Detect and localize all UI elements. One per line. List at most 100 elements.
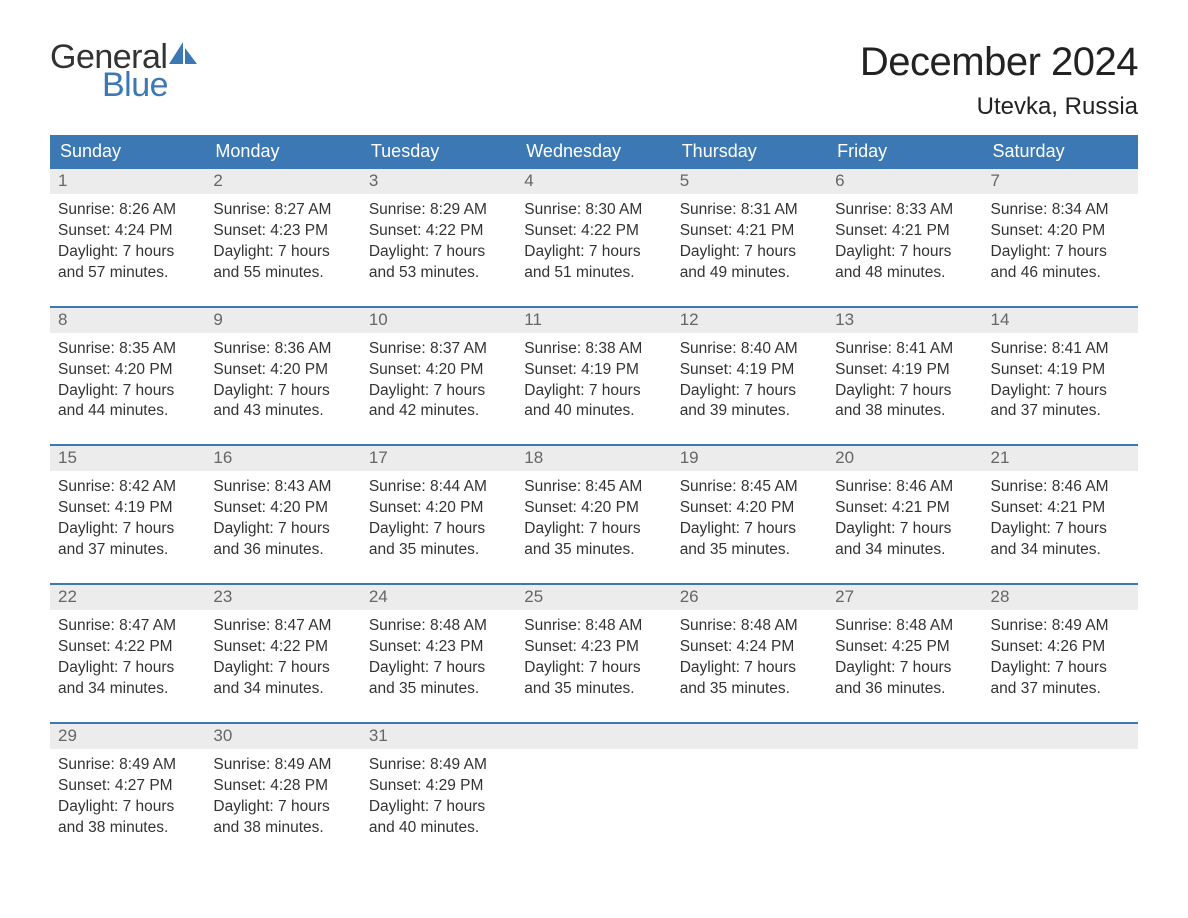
week-row: 22Sunrise: 8:47 AMSunset: 4:22 PMDayligh… [50, 583, 1138, 708]
daylight-line: Daylight: 7 hours and 49 minutes. [680, 242, 819, 284]
sunrise-line: Sunrise: 8:42 AM [58, 477, 197, 498]
daylight-line: Daylight: 7 hours and 40 minutes. [524, 381, 663, 423]
daylight-line: Daylight: 7 hours and 57 minutes. [58, 242, 197, 284]
daylight-line: Daylight: 7 hours and 55 minutes. [213, 242, 352, 284]
sunset-line: Sunset: 4:20 PM [369, 498, 508, 519]
sunrise-line: Sunrise: 8:27 AM [213, 200, 352, 221]
day-number: 22 [50, 585, 205, 610]
day-cell: 18Sunrise: 8:45 AMSunset: 4:20 PMDayligh… [516, 446, 671, 569]
sunrise-line: Sunrise: 8:47 AM [213, 616, 352, 637]
sunrise-line: Sunrise: 8:46 AM [835, 477, 974, 498]
sunset-line: Sunset: 4:20 PM [369, 360, 508, 381]
sunset-line: Sunset: 4:24 PM [58, 221, 197, 242]
page-title: December 2024 [860, 40, 1138, 85]
day-cell: 2Sunrise: 8:27 AMSunset: 4:23 PMDaylight… [205, 169, 360, 292]
day-number: 20 [827, 446, 982, 471]
day-cell: 11Sunrise: 8:38 AMSunset: 4:19 PMDayligh… [516, 308, 671, 431]
day-body: Sunrise: 8:49 AMSunset: 4:29 PMDaylight:… [361, 749, 516, 847]
day-cell: 3Sunrise: 8:29 AMSunset: 4:22 PMDaylight… [361, 169, 516, 292]
daylight-line: Daylight: 7 hours and 35 minutes. [524, 658, 663, 700]
daylight-line: Daylight: 7 hours and 43 minutes. [213, 381, 352, 423]
sunset-line: Sunset: 4:19 PM [991, 360, 1130, 381]
day-body: Sunrise: 8:35 AMSunset: 4:20 PMDaylight:… [50, 333, 205, 431]
day-body: Sunrise: 8:47 AMSunset: 4:22 PMDaylight:… [50, 610, 205, 708]
sunset-line: Sunset: 4:22 PM [58, 637, 197, 658]
day-cell: 16Sunrise: 8:43 AMSunset: 4:20 PMDayligh… [205, 446, 360, 569]
day-body: Sunrise: 8:49 AMSunset: 4:26 PMDaylight:… [983, 610, 1138, 708]
day-cell: 24Sunrise: 8:48 AMSunset: 4:23 PMDayligh… [361, 585, 516, 708]
day-number: 18 [516, 446, 671, 471]
day-number: 29 [50, 724, 205, 749]
daylight-line: Daylight: 7 hours and 35 minutes. [680, 519, 819, 561]
day-cell [983, 724, 1138, 847]
sunset-line: Sunset: 4:20 PM [524, 498, 663, 519]
sunset-line: Sunset: 4:26 PM [991, 637, 1130, 658]
weekday-header: Wednesday [516, 135, 671, 169]
sunrise-line: Sunrise: 8:46 AM [991, 477, 1130, 498]
day-cell: 5Sunrise: 8:31 AMSunset: 4:21 PMDaylight… [672, 169, 827, 292]
sail-icon [169, 42, 199, 70]
day-number [516, 724, 671, 749]
sunset-line: Sunset: 4:22 PM [213, 637, 352, 658]
daylight-line: Daylight: 7 hours and 48 minutes. [835, 242, 974, 284]
sunset-line: Sunset: 4:20 PM [991, 221, 1130, 242]
day-cell: 28Sunrise: 8:49 AMSunset: 4:26 PMDayligh… [983, 585, 1138, 708]
day-cell: 12Sunrise: 8:40 AMSunset: 4:19 PMDayligh… [672, 308, 827, 431]
daylight-line: Daylight: 7 hours and 34 minutes. [213, 658, 352, 700]
daylight-line: Daylight: 7 hours and 34 minutes. [58, 658, 197, 700]
day-number: 17 [361, 446, 516, 471]
day-body: Sunrise: 8:27 AMSunset: 4:23 PMDaylight:… [205, 194, 360, 292]
day-body: Sunrise: 8:49 AMSunset: 4:27 PMDaylight:… [50, 749, 205, 847]
sunrise-line: Sunrise: 8:47 AM [58, 616, 197, 637]
sunrise-line: Sunrise: 8:41 AM [835, 339, 974, 360]
brand-word-2: Blue [102, 68, 199, 102]
sunset-line: Sunset: 4:19 PM [835, 360, 974, 381]
weekday-header: Friday [827, 135, 982, 169]
day-body: Sunrise: 8:29 AMSunset: 4:22 PMDaylight:… [361, 194, 516, 292]
day-body [672, 749, 827, 837]
sunrise-line: Sunrise: 8:35 AM [58, 339, 197, 360]
day-number: 10 [361, 308, 516, 333]
sunset-line: Sunset: 4:23 PM [213, 221, 352, 242]
calendar-grid: SundayMondayTuesdayWednesdayThursdayFrid… [50, 135, 1138, 846]
day-number [672, 724, 827, 749]
sunrise-line: Sunrise: 8:31 AM [680, 200, 819, 221]
daylight-line: Daylight: 7 hours and 35 minutes. [369, 658, 508, 700]
day-number: 11 [516, 308, 671, 333]
sunset-line: Sunset: 4:21 PM [680, 221, 819, 242]
day-body: Sunrise: 8:38 AMSunset: 4:19 PMDaylight:… [516, 333, 671, 431]
daylight-line: Daylight: 7 hours and 39 minutes. [680, 381, 819, 423]
daylight-line: Daylight: 7 hours and 35 minutes. [369, 519, 508, 561]
weekday-header: Sunday [50, 135, 205, 169]
sunset-line: Sunset: 4:21 PM [835, 221, 974, 242]
day-number: 27 [827, 585, 982, 610]
daylight-line: Daylight: 7 hours and 46 minutes. [991, 242, 1130, 284]
day-number: 12 [672, 308, 827, 333]
day-body: Sunrise: 8:34 AMSunset: 4:20 PMDaylight:… [983, 194, 1138, 292]
day-cell: 14Sunrise: 8:41 AMSunset: 4:19 PMDayligh… [983, 308, 1138, 431]
day-number: 24 [361, 585, 516, 610]
day-body: Sunrise: 8:45 AMSunset: 4:20 PMDaylight:… [516, 471, 671, 569]
sunrise-line: Sunrise: 8:33 AM [835, 200, 974, 221]
day-cell: 15Sunrise: 8:42 AMSunset: 4:19 PMDayligh… [50, 446, 205, 569]
sunrise-line: Sunrise: 8:40 AM [680, 339, 819, 360]
daylight-line: Daylight: 7 hours and 42 minutes. [369, 381, 508, 423]
location-subtitle: Utevka, Russia [860, 93, 1138, 121]
sunrise-line: Sunrise: 8:30 AM [524, 200, 663, 221]
day-number: 21 [983, 446, 1138, 471]
day-number: 7 [983, 169, 1138, 194]
day-body: Sunrise: 8:44 AMSunset: 4:20 PMDaylight:… [361, 471, 516, 569]
day-number: 14 [983, 308, 1138, 333]
sunset-line: Sunset: 4:19 PM [524, 360, 663, 381]
day-cell: 26Sunrise: 8:48 AMSunset: 4:24 PMDayligh… [672, 585, 827, 708]
day-cell: 31Sunrise: 8:49 AMSunset: 4:29 PMDayligh… [361, 724, 516, 847]
day-body [983, 749, 1138, 837]
day-number: 31 [361, 724, 516, 749]
daylight-line: Daylight: 7 hours and 40 minutes. [369, 797, 508, 839]
day-cell: 20Sunrise: 8:46 AMSunset: 4:21 PMDayligh… [827, 446, 982, 569]
sunset-line: Sunset: 4:25 PM [835, 637, 974, 658]
sunset-line: Sunset: 4:19 PM [58, 498, 197, 519]
day-body: Sunrise: 8:30 AMSunset: 4:22 PMDaylight:… [516, 194, 671, 292]
day-body: Sunrise: 8:40 AMSunset: 4:19 PMDaylight:… [672, 333, 827, 431]
sunset-line: Sunset: 4:22 PM [524, 221, 663, 242]
